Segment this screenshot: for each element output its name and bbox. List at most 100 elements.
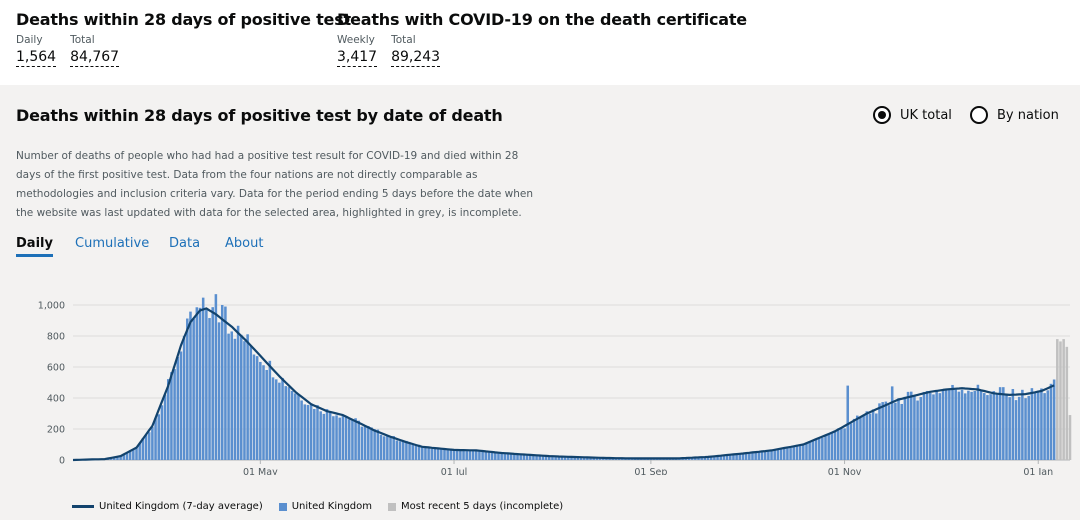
bar [716,456,719,460]
bar [868,413,872,460]
bar [128,450,132,460]
bar [852,418,856,460]
bar [214,294,218,460]
bar [1046,390,1050,460]
radio-by-nation[interactable]: By nation [970,106,1059,124]
radio-selected-icon [873,106,891,124]
bar [347,419,351,460]
bar [497,452,500,460]
bar [700,457,703,460]
bar [944,389,948,460]
bar [179,351,183,460]
bar [455,449,459,460]
bar [268,360,272,460]
bar [465,451,468,460]
bar [494,453,497,460]
metric-value[interactable]: 1,564 [16,49,57,67]
tab-about[interactable]: About [225,236,264,251]
bar [589,457,592,460]
bar [741,453,745,460]
bar [808,441,811,460]
bar [265,369,268,460]
legend-item-incomplete[interactable]: Most recent 5 days (incomplete) [388,501,563,512]
bar [744,452,748,460]
bar [176,356,180,460]
bar [436,448,440,460]
metric-value[interactable]: 84,767 [70,49,120,67]
bar [859,416,862,460]
bar [157,414,160,460]
y-tick-label: 600 [47,363,65,374]
bar [170,372,173,460]
metric-label: Total [391,34,416,46]
metric-value[interactable]: 89,243 [391,49,441,67]
bar [163,394,167,460]
bar [408,443,411,460]
bar [125,452,129,460]
bar [503,453,507,460]
bar [427,448,430,460]
legend-item-daily[interactable]: United Kingdom [278,501,372,512]
tab-cumulative[interactable]: Cumulative [75,236,150,251]
average-line [72,307,1055,462]
legend-bar-swatch [278,502,287,511]
bar [217,322,221,460]
bar [728,454,732,460]
legend-item-average[interactable]: United Kingdom (7-day average) [72,501,263,512]
bar [1036,390,1040,460]
bar [449,448,453,460]
bar [751,452,754,460]
bar [500,452,503,460]
bar [249,346,253,460]
bar [757,451,761,460]
bar [532,454,535,460]
bar [976,384,980,460]
bar [576,457,580,460]
bar [351,420,354,460]
bar [1068,415,1072,460]
bar [271,377,275,460]
bar [319,411,322,460]
x-tick-label: 01 Jul [441,467,468,475]
bar [290,390,294,460]
bar [405,440,408,460]
bar [1002,387,1005,460]
bar [452,450,456,460]
y-tick-label: 400 [47,394,65,405]
bar [579,457,583,460]
bar [786,447,789,460]
bar [916,400,919,460]
metric-value[interactable]: 3,417 [337,49,378,67]
bar [1033,392,1037,460]
bar [392,436,395,460]
radio-label: UK total [900,107,952,123]
bar [132,449,135,460]
bar [506,453,510,460]
bar [798,445,802,460]
chart-legend: United Kingdom (7-day average) United Ki… [72,501,579,512]
bar [1027,395,1030,460]
bar [220,305,224,460]
bar [509,453,513,460]
bar [719,455,722,460]
bar [478,449,481,460]
tab-daily[interactable]: Daily [16,236,53,257]
legend-label: United Kingdom [291,501,372,512]
bar [833,430,837,460]
bar [262,365,265,460]
bar [211,307,214,460]
tab-data[interactable]: Data [169,236,201,251]
bar [205,309,208,460]
bar [792,446,796,460]
bar [909,391,913,460]
bar [459,449,462,460]
bar [776,449,780,460]
bar [557,456,561,460]
legend-line-swatch [72,505,94,508]
bar [1017,396,1021,460]
radio-uk-total[interactable]: UK total [873,106,952,124]
bar [770,450,773,460]
bar [147,432,151,460]
bar [141,438,145,460]
bar [875,413,878,460]
